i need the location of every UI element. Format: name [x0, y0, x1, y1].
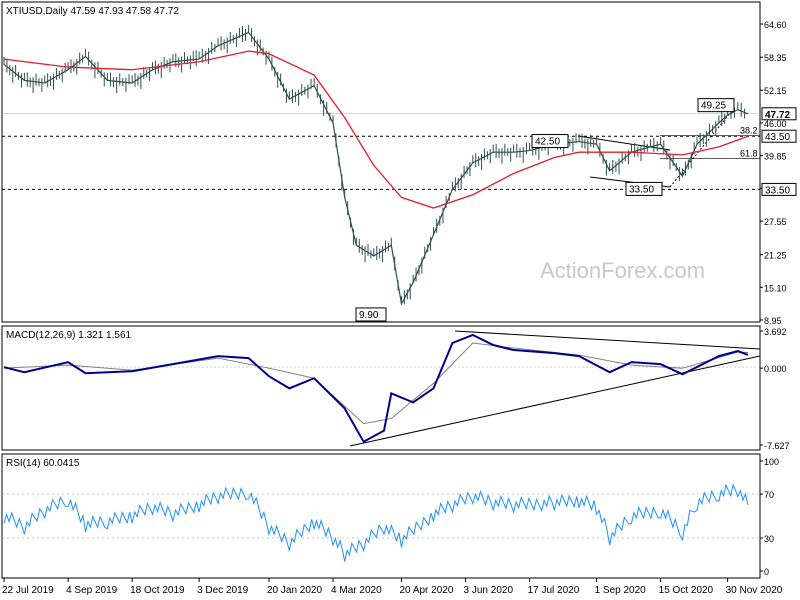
x-tick-label: 18 Oct 2019	[130, 585, 185, 596]
x-tick-label: 30 Nov 2020	[726, 585, 783, 596]
price-panel	[1, 1, 761, 323]
macd-panel	[1, 325, 761, 451]
last-price-badge: 47.72	[761, 107, 797, 121]
y-tick-label: 15.10	[764, 283, 787, 293]
y-tick-label: 58.35	[764, 53, 787, 63]
macd-trendline-lower	[349, 355, 761, 447]
level-badge	[761, 182, 797, 196]
y-tick-label: 27.55	[764, 217, 787, 227]
y-tick-label: 100	[764, 457, 779, 467]
price-candles	[3, 24, 746, 305]
price-series-line	[3, 31, 749, 306]
svg-text:47.72: 47.72	[765, 110, 790, 121]
fib-label: 38.2	[740, 126, 758, 136]
x-tick-label: 20 Apr 2020	[399, 585, 453, 596]
rsi-line	[3, 483, 749, 562]
y-tick-label: 0	[764, 567, 769, 577]
y-tick-label: 64.60	[764, 20, 787, 30]
rsi-panel-header: RSI(14) 60.0415	[6, 458, 80, 469]
y-tick-label: 46.00	[764, 119, 787, 129]
price-annotation-box	[355, 307, 387, 322]
y-tick-label: -7.627	[764, 441, 790, 451]
macd-trendline-upper	[454, 330, 761, 350]
level-label: 43.50	[765, 132, 790, 143]
x-tick-label: 22 Jul 2019	[2, 585, 54, 596]
macd-main-line	[3, 333, 749, 444]
moving-average-line	[3, 50, 749, 209]
price-annotations: 49.25 42.50 33.50 9.90	[355, 98, 735, 322]
x-axis: 22 Jul 2019 4 Sep 2019 18 Oct 2019 3 Dec 20…	[2, 578, 783, 596]
rsi-panel	[1, 453, 761, 579]
channel-upper-line	[577, 135, 671, 151]
price-y-axis: 64.6058.3552.1546.0039.8533.7027.5521.25…	[760, 20, 787, 326]
x-tick-label: 1 Sep 2020	[595, 585, 647, 596]
x-tick-label: 3 Dec 2019	[197, 585, 249, 596]
price-annotation-box	[531, 134, 569, 149]
y-tick-label: 39.85	[764, 152, 787, 162]
price-annotation-box	[625, 181, 663, 196]
y-tick-label: 70	[764, 490, 774, 500]
price-annotation-label: 49.25	[701, 101, 726, 112]
x-tick-label: 4 Mar 2020	[331, 585, 382, 596]
price-annotation-label: 9.90	[359, 310, 379, 321]
macd-panel-header: MACD(12,26,9) 1.321 1.561	[6, 330, 132, 341]
x-tick-label: 15 Oct 2020	[659, 585, 714, 596]
y-tick-label: 21.25	[764, 251, 787, 261]
watermark: ActionForex.com	[540, 258, 705, 283]
level-badge	[761, 129, 797, 143]
x-tick-label: 17 Jul 2020	[528, 585, 580, 596]
rsi-y-axis: 100 70 30 0	[2, 457, 779, 577]
y-tick-label: 8.95	[764, 316, 782, 326]
y-tick-label: 30	[764, 534, 774, 544]
x-tick-label: 3 Jun 2020	[464, 585, 514, 596]
x-tick-label: 4 Sep 2019	[66, 585, 118, 596]
fib-label: 61.8	[740, 149, 758, 159]
price-annotation-label: 42.50	[535, 137, 560, 148]
price-annotation-box	[697, 98, 735, 113]
y-tick-label: 52.15	[764, 86, 787, 96]
level-label: 33.50	[765, 185, 790, 196]
price-annotation-label: 33.50	[629, 184, 654, 195]
y-tick-label: 0.000	[764, 364, 787, 374]
x-tick-label: 20 Jan 2020	[267, 585, 322, 596]
price-panel-header: XTIUSD,Daily 47.59 47.93 47.58 47.72	[6, 6, 179, 17]
macd-y-axis: 3.692 0.000 -7.627	[760, 327, 790, 451]
y-tick-label: 3.692	[764, 327, 787, 337]
